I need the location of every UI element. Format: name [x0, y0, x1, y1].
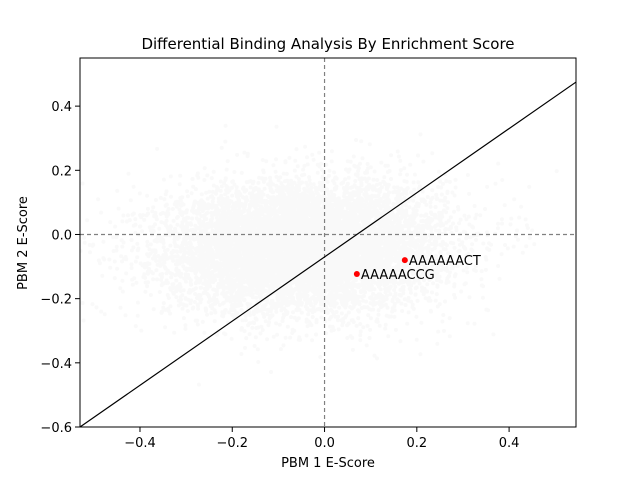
y-tick-label: −0.2: [40, 293, 72, 308]
highlight-point-1: [353, 270, 360, 277]
y-tick-label: 0.0: [51, 228, 72, 243]
reference-line-line: [80, 81, 576, 427]
x-tick-label: −0.4: [124, 436, 156, 451]
x-tick-label: 0.4: [499, 436, 520, 451]
reference-lines: [80, 58, 576, 427]
highlight-point-0: [401, 257, 408, 264]
background-point-cloud: [80, 123, 559, 387]
y-tick-label: −0.6: [40, 421, 72, 436]
plot-area: [80, 58, 576, 427]
y-tick-label: −0.4: [40, 357, 72, 372]
x-tick-label: 0.2: [406, 436, 427, 451]
x-tick-label: 0.0: [314, 436, 335, 451]
x-tick-label: −0.2: [216, 436, 248, 451]
x-axis-label: PBM 1 E-Score: [281, 456, 375, 471]
highlight-label-0: AAAAAACT: [409, 254, 481, 269]
highlight-label-1: AAAAACCG: [361, 268, 435, 283]
y-tick-label: 0.4: [51, 100, 72, 115]
plot-frame: [79, 57, 577, 428]
y-axis-label: PBM 2 E-Score: [16, 196, 31, 290]
x-axis-ticks: −0.4 −0.2 0.0 0.2 0.4: [124, 427, 519, 451]
y-tick-label: 0.2: [51, 164, 72, 179]
cloud-points: [80, 123, 559, 387]
chart-title: Differential Binding Analysis By Enrichm…: [141, 35, 514, 53]
y-axis-ticks: −0.6 −0.4 −0.2 0.0 0.2 0.4: [40, 100, 80, 436]
